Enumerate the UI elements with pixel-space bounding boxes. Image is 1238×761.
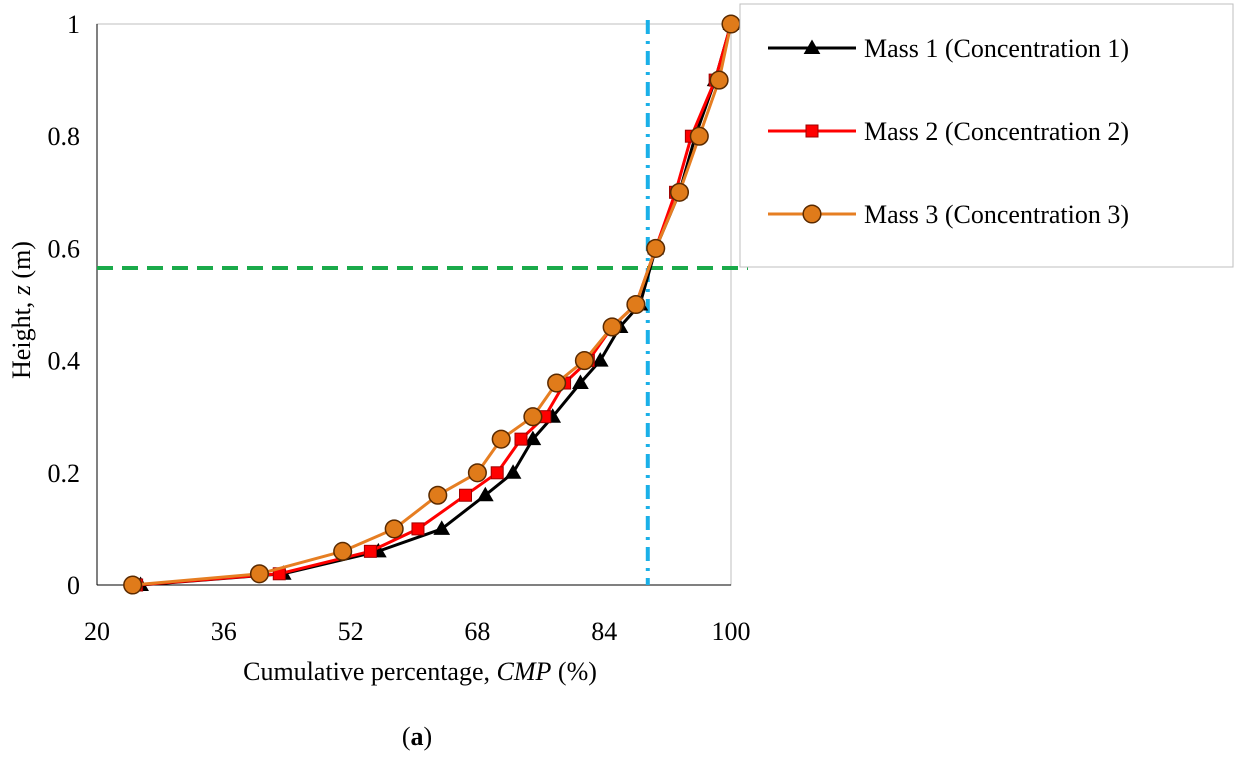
data-point (524, 430, 542, 446)
x-ticks: 20 36 52 68 84 100 (84, 617, 751, 646)
data-point (572, 374, 589, 390)
y-tick-label: 0.2 (48, 459, 81, 488)
data-point (721, 14, 741, 34)
data-point (490, 466, 504, 480)
y-tick-label: 1 (67, 10, 80, 39)
data-point (459, 488, 473, 502)
y-tick-label: 0 (67, 571, 80, 600)
series-3 (123, 14, 741, 595)
plot-area (96, 23, 732, 586)
data-point (433, 520, 451, 535)
legend-marker (805, 124, 819, 138)
y-tick-label: 0.8 (48, 122, 81, 151)
data-point (363, 544, 377, 558)
legend: Mass 1 (Concentration 1) Mass 2 (Concentr… (768, 34, 1129, 229)
figure-caption: (a) (402, 722, 432, 751)
x-tick-label: 20 (84, 617, 110, 646)
legend-label: Mass 1 (Concentration 1) (864, 34, 1129, 63)
legend-label: Mass 2 (Concentration 2) (864, 117, 1129, 146)
data-point (514, 432, 528, 446)
data-point (123, 575, 143, 595)
data-point (249, 564, 270, 584)
data-point (709, 70, 729, 90)
data-point (504, 464, 522, 479)
x-tick-label: 68 (464, 617, 490, 646)
data-point (547, 373, 567, 393)
y-tick-label: 0.6 (48, 234, 81, 263)
data-point (384, 519, 404, 539)
x-tick-label: 100 (712, 617, 751, 646)
legend-marker (802, 204, 822, 224)
legend-marker (803, 39, 821, 54)
data-point (411, 522, 425, 536)
data-point (646, 238, 666, 258)
y-tick-label: 0.4 (48, 347, 81, 376)
legend-label: Mass 3 (Concentration 3) (864, 200, 1129, 229)
data-point (669, 182, 690, 202)
x-axis-label: Cumulative percentage, CMP (%) (243, 657, 597, 686)
data-point (591, 352, 609, 367)
x-tick-label: 52 (338, 617, 364, 646)
data-point (428, 485, 448, 505)
data-point (333, 541, 353, 561)
data-point (476, 486, 494, 502)
data-point (689, 126, 709, 146)
series-layer (123, 14, 741, 595)
x-tick-label: 36 (211, 617, 237, 646)
reference-lines (97, 20, 748, 585)
y-axis-label: Height, z (m) (7, 241, 36, 379)
data-point (574, 351, 594, 371)
y-ticks: 0 0.2 0.4 0.6 0.8 1 (48, 10, 81, 600)
data-point (626, 294, 646, 315)
data-point (523, 407, 543, 427)
data-point (602, 317, 622, 337)
x-tick-label: 84 (591, 617, 617, 646)
data-point (467, 463, 487, 483)
data-point (491, 429, 511, 449)
